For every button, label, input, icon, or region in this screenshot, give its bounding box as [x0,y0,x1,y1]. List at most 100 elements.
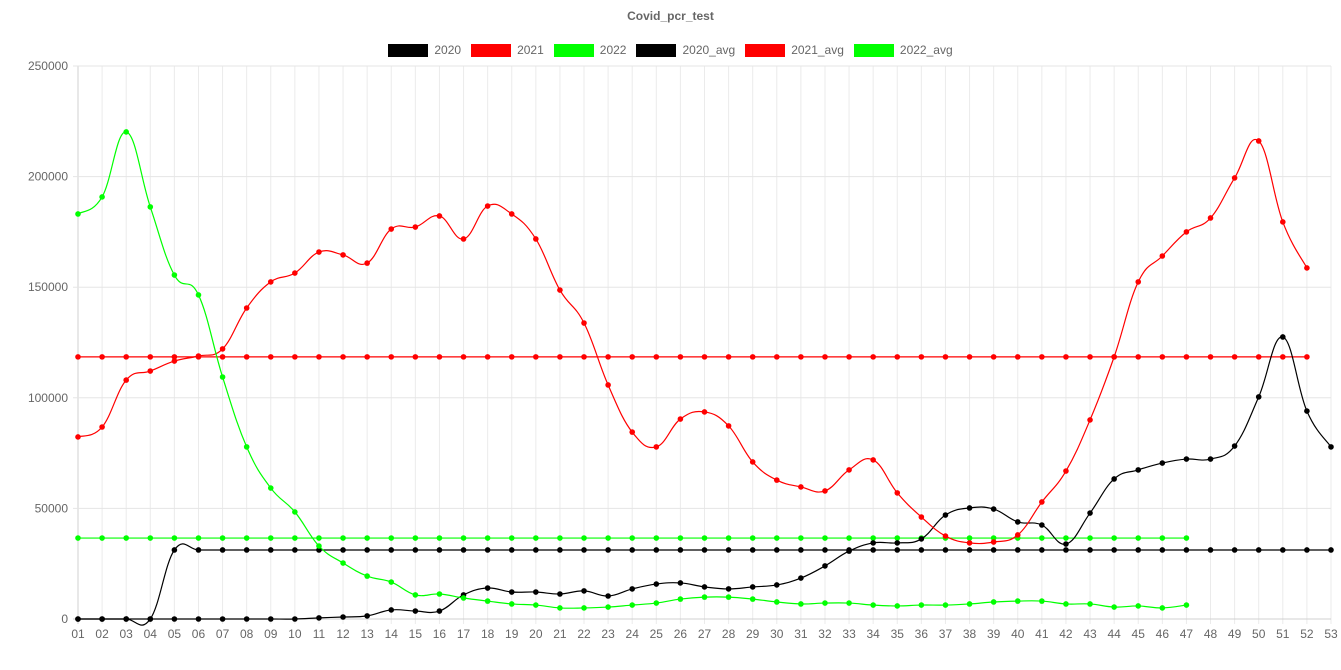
data-point-2020-avg [1063,547,1069,553]
data-point-2022 [388,579,395,585]
data-point-2020 [870,540,876,546]
data-point-2022-avg [484,535,491,541]
data-point-2022 [1014,598,1021,604]
data-point-2021 [99,424,105,430]
data-point-2022 [1039,598,1045,604]
data-point-2020-avg [1039,547,1045,553]
data-point-2022 [557,605,563,611]
data-point-2020 [1135,467,1142,473]
data-point-2020 [99,616,105,622]
data-point-2022-avg [701,535,708,541]
data-point-2022 [1183,602,1190,608]
data-point-2020-avg [219,547,226,553]
data-point-2020-avg [195,547,202,553]
legend-label: 2022_avg [899,43,953,57]
data-point-2021 [388,226,395,232]
data-point-2022-avg [1039,535,1045,541]
data-point-2021 [846,467,852,473]
chart-title: Covid_pcr_test [627,9,714,23]
data-point-2022-avg [243,535,250,541]
data-point-2020-avg [942,547,949,553]
x-tick-label: 13 [360,627,374,641]
data-point-2022-avg [1159,535,1166,541]
x-tick-label: 39 [987,627,1001,641]
data-point-2020 [316,615,322,621]
data-point-2020-avg [557,547,563,553]
x-tick-label: 53 [1324,627,1338,641]
data-point-2021 [966,540,973,546]
data-point-2021-avg [1135,354,1142,360]
data-point-2022-avg [870,535,876,541]
x-tick-label: 46 [1156,627,1170,641]
data-point-2021-avg [388,354,395,360]
data-point-2022 [677,596,684,602]
data-point-2021-avg [1063,354,1069,360]
data-point-2020 [340,614,346,620]
x-tick-label: 09 [264,627,278,641]
x-tick-label: 15 [409,627,423,641]
data-point-2020 [533,589,539,595]
data-point-2020-avg [966,547,973,553]
x-tick-label: 04 [144,627,158,641]
data-point-2022 [942,602,949,608]
data-point-2021-avg [653,354,660,360]
legend-item-2020-avg[interactable]: 2020_avg [636,43,735,57]
data-point-2021-avg [1207,354,1214,360]
data-point-2022-avg [557,535,563,541]
legend-item-2021[interactable]: 2021 [471,43,544,57]
legend-item-2020[interactable]: 2020 [388,43,461,57]
data-point-2021-avg [292,354,298,360]
legend-item-2022[interactable]: 2022 [553,43,626,57]
data-point-2020-avg [533,547,539,553]
data-point-2021 [171,358,178,364]
data-point-2020-avg [1280,547,1286,553]
data-point-2020 [677,580,684,586]
data-point-2022-avg [1183,535,1190,541]
data-point-2021 [870,457,876,463]
x-tick-label: 06 [192,627,206,641]
data-point-2021 [292,270,298,276]
data-point-2021-avg [1231,354,1238,360]
x-tick-label: 29 [746,627,760,641]
data-point-2021 [1207,215,1214,221]
legend-item-2022-avg[interactable]: 2022_avg [853,43,953,57]
data-point-2020 [1014,519,1021,525]
legend-item-2021-avg[interactable]: 2021_avg [745,43,844,57]
data-point-2021 [725,423,732,429]
legend-label: 2021 [517,43,544,57]
legend-label: 2021_avg [791,43,844,57]
data-point-2022 [436,591,443,597]
data-point-2022-avg [436,535,443,541]
data-point-2020 [436,608,443,614]
data-point-2022 [822,600,828,606]
data-point-2021 [629,429,636,435]
data-point-2020-avg [725,547,732,553]
x-tick-label: 45 [1132,627,1146,641]
x-tick-label: 33 [842,627,856,641]
data-point-2021-avg [557,354,563,360]
data-point-2021-avg [605,354,611,360]
data-point-2020-avg [292,547,298,553]
x-tick-label: 47 [1180,627,1194,641]
data-point-2020-avg [1111,547,1117,553]
data-point-2021-avg [846,354,852,360]
x-tick-label: 22 [577,627,591,641]
data-point-2021-avg [219,354,226,360]
x-tick-label: 28 [722,627,736,641]
data-point-2020-avg [436,547,443,553]
data-point-2020-avg [581,547,587,553]
data-point-2021 [533,236,539,242]
y-tick-label: 50000 [35,501,69,515]
x-tick-label: 01 [71,627,85,641]
y-tick-label: 200000 [28,170,68,184]
data-point-2020 [364,613,370,619]
data-point-2021 [773,477,780,483]
x-tick-label: 50 [1252,627,1266,641]
data-point-2021-avg [1183,354,1190,360]
data-point-2020-avg [484,547,491,553]
data-point-2020 [1255,394,1262,400]
data-point-2020-avg [1328,547,1334,553]
data-point-2020 [147,616,154,622]
x-tick-label: 24 [626,627,640,641]
data-point-2022-avg [629,535,636,541]
